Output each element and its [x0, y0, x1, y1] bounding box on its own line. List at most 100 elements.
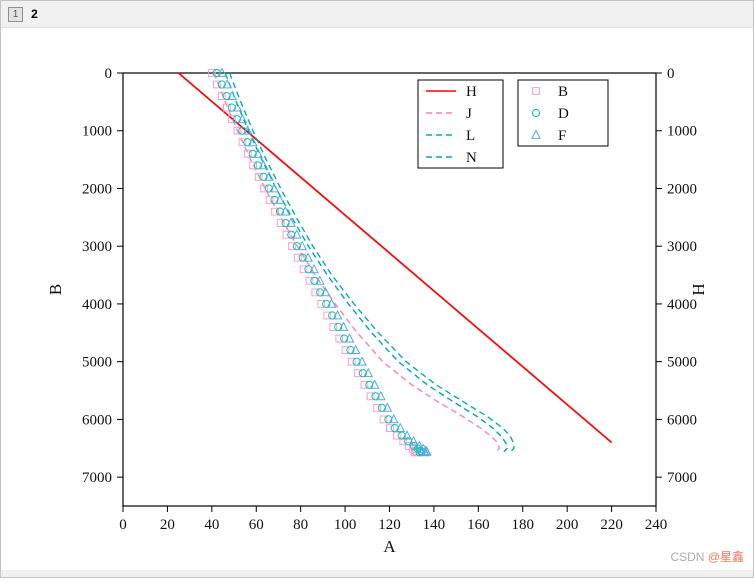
x-tick-label: 220 — [600, 517, 623, 533]
circle-marker-icon — [222, 92, 231, 101]
x-axis: 0 20 40 60 80 100 120 140 160 180 200 220 240 — [119, 506, 667, 533]
circle-marker-icon — [416, 446, 425, 455]
triangle-marker-icon — [227, 90, 237, 100]
triangle-marker-icon — [395, 422, 406, 432]
circle-marker-icon — [292, 242, 301, 251]
sheet-tab-2[interactable]: 2 — [31, 7, 38, 21]
square-marker-icon — [317, 300, 326, 308]
triangle-marker-icon — [247, 136, 258, 147]
square-marker-icon — [243, 149, 252, 158]
y-tick-label-right: 5000 — [667, 355, 697, 371]
square-marker-icon — [311, 288, 320, 297]
square-marker-icon — [213, 80, 221, 89]
window-bottom-edge — [1, 570, 753, 577]
square-marker-icon — [329, 323, 338, 331]
triangle-marker-icon — [309, 263, 319, 274]
square-marker-icon — [354, 369, 362, 378]
y-tick-label-right: 7000 — [667, 470, 697, 486]
x-tick-label: 120 — [378, 517, 401, 533]
legend-entry-label: F — [558, 128, 566, 144]
triangle-marker-icon — [375, 390, 386, 401]
y-tick-label-left: 7000 — [82, 470, 112, 486]
legend-entry-label: J — [466, 106, 472, 122]
y-tick-label-left: 1000 — [82, 124, 112, 140]
y-tick-label-right: 0 — [667, 66, 675, 82]
square-marker-icon — [217, 92, 226, 100]
circle-marker-icon — [243, 138, 252, 147]
circle-marker-icon — [316, 288, 325, 297]
triangle-marker-icon — [320, 286, 331, 297]
circle-marker-icon — [365, 380, 374, 389]
triangle-marker-icon — [363, 367, 374, 378]
triangle-marker-icon — [350, 344, 361, 354]
triangle-marker-icon — [408, 435, 419, 446]
circle-marker-icon — [270, 195, 279, 205]
triangle-marker-icon — [369, 379, 380, 389]
legend-entry-label: H — [466, 84, 477, 100]
x-tick-label: 0 — [119, 517, 127, 533]
legend-markers: BDF — [517, 79, 609, 147]
circle-marker-icon — [248, 149, 257, 158]
square-marker-icon — [335, 334, 344, 343]
series-J — [213, 72, 501, 453]
triangle-marker-icon — [531, 129, 541, 139]
circle-marker-icon — [334, 322, 343, 332]
triangle-marker-icon — [357, 356, 367, 366]
square-marker-icon — [271, 207, 280, 216]
circle-marker-icon — [322, 299, 331, 308]
triangle-marker-icon — [421, 446, 432, 456]
square-marker-icon — [386, 424, 394, 433]
square-marker-icon — [373, 404, 382, 412]
x-tick-label: 140 — [423, 517, 446, 533]
series-F — [217, 67, 432, 457]
series-B — [207, 69, 421, 457]
triangle-marker-icon — [280, 206, 291, 216]
circle-marker-icon — [281, 219, 290, 228]
square-marker-icon — [341, 346, 350, 355]
triangle-marker-icon — [297, 240, 308, 251]
circle-marker-icon — [358, 369, 367, 378]
square-marker-icon — [532, 87, 540, 95]
triangle-marker-icon — [217, 67, 227, 77]
circle-marker-icon — [275, 207, 285, 216]
y-tick-label-right: 3000 — [667, 239, 697, 255]
square-marker-icon — [366, 392, 375, 401]
sheet-tab-1[interactable]: 1 — [8, 6, 23, 22]
x-tick-label: 80 — [293, 517, 308, 533]
circle-marker-icon — [340, 334, 349, 343]
watermark-handle: @星鑫 — [707, 550, 744, 564]
circle-marker-icon — [264, 184, 273, 193]
y-axis-right: 0 1000 2000 3000 4000 5000 6000 7000 — [656, 66, 697, 486]
y-tick-label-left: 6000 — [82, 412, 112, 428]
square-marker-icon — [405, 442, 413, 450]
square-marker-icon — [323, 311, 332, 320]
triangle-marker-icon — [344, 333, 355, 343]
legend-entry-label: L — [466, 128, 475, 144]
triangle-marker-icon — [242, 125, 253, 135]
triangle-marker-icon — [237, 113, 248, 124]
square-marker-icon — [260, 184, 268, 193]
y-axis-label-left: B — [46, 284, 65, 295]
x-tick-label: 60 — [249, 517, 264, 533]
triangle-marker-icon — [285, 217, 296, 227]
square-marker-icon — [299, 265, 308, 274]
y-tick-label-left: 3000 — [82, 239, 112, 255]
square-marker-icon — [282, 230, 291, 239]
legend-entry-label: D — [558, 106, 569, 122]
circle-marker-icon — [259, 172, 268, 181]
x-tick-label: 240 — [645, 517, 668, 533]
square-marker-icon — [223, 103, 231, 112]
x-tick-label: 160 — [467, 517, 490, 533]
square-marker-icon — [265, 196, 274, 204]
square-marker-icon — [347, 357, 356, 366]
triangle-marker-icon — [332, 310, 343, 320]
circle-marker-icon — [404, 437, 413, 446]
square-marker-icon — [276, 219, 285, 227]
y-tick-label-left: 0 — [105, 66, 113, 82]
square-marker-icon — [254, 173, 263, 181]
triangle-marker-icon — [269, 183, 280, 193]
y-tick-label-left: 2000 — [82, 181, 112, 197]
x-tick-label: 180 — [512, 517, 535, 533]
triangle-marker-icon — [258, 159, 269, 170]
